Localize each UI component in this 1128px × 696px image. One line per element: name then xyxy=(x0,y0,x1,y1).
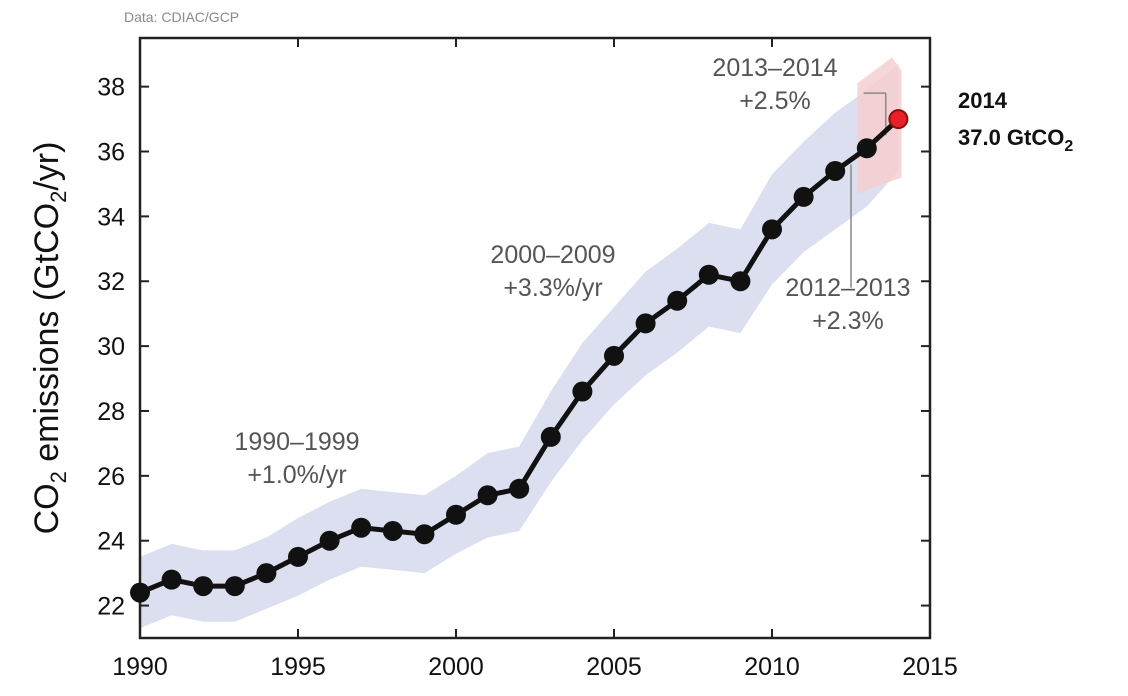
projection-uncertainty-band xyxy=(857,57,902,194)
y-tick-label: 24 xyxy=(97,528,125,556)
annotation-1990-1999-rate: +1.0%/yr xyxy=(247,461,346,489)
plot-frame xyxy=(138,36,932,640)
data-point-2008 xyxy=(698,264,719,285)
annotation-2012-2013-period: 2012–2013 xyxy=(785,274,910,302)
y-tick-label: 34 xyxy=(97,203,125,231)
y-tick-label: 32 xyxy=(97,268,125,296)
y-tick-label: 30 xyxy=(97,333,125,361)
x-tick-label: 2010 xyxy=(744,653,800,681)
x-tick-label: 2015 xyxy=(902,653,958,681)
end-label-year: 2014 xyxy=(958,88,1008,113)
data-point-1990 xyxy=(130,582,150,603)
uncertainty-band xyxy=(140,63,899,629)
annotation-1990-1999-period: 1990–1999 xyxy=(234,428,359,456)
data-point-2013 xyxy=(856,138,877,159)
data-point-1994 xyxy=(256,563,277,584)
data-point-2001 xyxy=(477,485,498,506)
data-point-1993 xyxy=(224,576,245,597)
y-axis-label: CO2 emissions (GtCO2/yr) xyxy=(28,142,71,535)
data-point-2000 xyxy=(446,504,466,525)
data-point-2004 xyxy=(572,381,593,402)
data-point-2006 xyxy=(635,313,656,334)
data-point-2007 xyxy=(667,290,688,311)
data-point-1995 xyxy=(288,546,308,567)
annotation-2013-2014-rate: +2.5% xyxy=(739,87,811,115)
y-tick-label: 26 xyxy=(97,463,125,491)
emissions-data-points xyxy=(130,109,909,603)
annotation-2012-2013-rate: +2.3% xyxy=(812,307,884,335)
y-tick-label: 38 xyxy=(97,74,125,102)
x-tick-label: 1990 xyxy=(112,653,168,681)
annotation-2000-2009-period: 2000–2009 xyxy=(490,241,615,269)
data-point-1992 xyxy=(193,576,214,597)
data-point-2003 xyxy=(540,426,561,447)
y-tick-label: 22 xyxy=(97,593,125,621)
data-point-1997 xyxy=(351,517,372,538)
data-point-2012 xyxy=(825,160,846,181)
data-point-1999 xyxy=(414,524,435,545)
data-point-projection xyxy=(888,109,909,130)
data-point-1991 xyxy=(161,569,182,590)
y-tick-label: 36 xyxy=(97,139,125,167)
data-point-2009 xyxy=(730,271,751,292)
uncertainty-bands xyxy=(140,57,902,629)
data-point-2010 xyxy=(762,219,782,240)
y-tick-label: 28 xyxy=(97,398,125,426)
x-tick-label: 2005 xyxy=(586,653,642,681)
y-tick-labels: 22 24 26 28 30 32 34 36 38 xyxy=(97,74,125,621)
data-point-2002 xyxy=(509,478,530,499)
data-point-2011 xyxy=(793,186,814,207)
annotation-2013-2014-period: 2013–2014 xyxy=(712,54,837,82)
data-point-1996 xyxy=(319,530,340,551)
x-tick-label: 1995 xyxy=(270,653,326,681)
x-tick-label: 2000 xyxy=(428,653,484,681)
end-label-value: 37.0 GtCO2 xyxy=(958,125,1073,155)
axis-ticks xyxy=(139,38,931,638)
source-note: Data: CDIAC/GCP xyxy=(124,9,239,25)
x-tick-labels: 1990 1995 2000 2005 2010 2015 xyxy=(112,653,958,681)
data-point-2005 xyxy=(604,345,624,366)
data-point-1998 xyxy=(382,520,403,541)
annotation-2000-2009-rate: +3.3%/yr xyxy=(503,274,602,302)
